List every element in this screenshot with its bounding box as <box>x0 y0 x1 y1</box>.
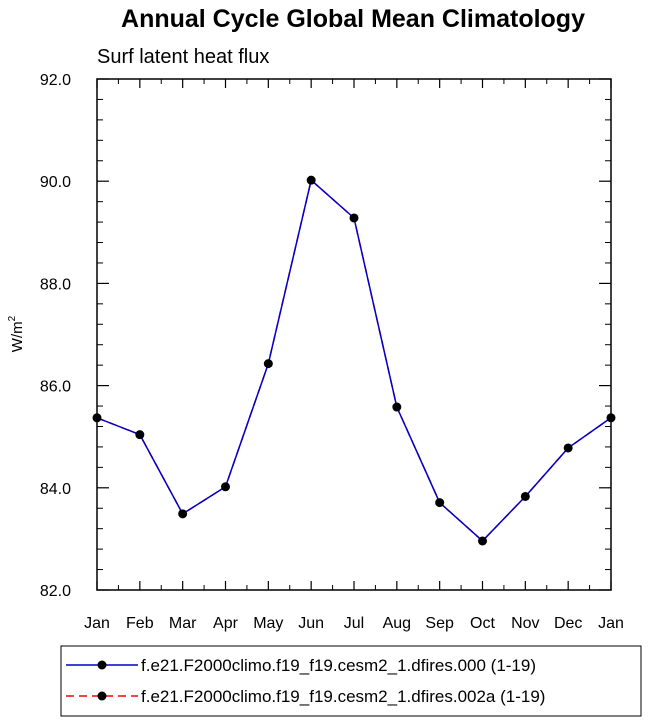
data-point <box>606 413 616 423</box>
axis-ticks <box>96 78 612 591</box>
legend-label: f.e21.F2000climo.f19_f19.cesm2_1.dfires.… <box>141 656 536 675</box>
y-axis-label-text: W/m <box>9 321 26 352</box>
x-tick-label: Jun <box>298 615 324 632</box>
legend-marker <box>97 660 107 670</box>
data-point <box>92 413 102 423</box>
y-axis-label-superscript: 2 <box>7 315 18 321</box>
x-tick-label: Jul <box>344 615 364 632</box>
data-point <box>563 443 573 453</box>
data-point <box>520 491 530 501</box>
y-tick-label: 90.0 <box>40 174 71 191</box>
data-point <box>478 536 487 546</box>
y-tick-label: 88.0 <box>40 276 71 293</box>
x-tick-label: Sep <box>425 615 454 632</box>
legend-box <box>60 645 642 717</box>
data-point <box>221 482 230 492</box>
data-point <box>135 430 145 440</box>
x-tick-label: Aug <box>383 615 411 632</box>
data-point <box>178 509 188 519</box>
series-layer <box>92 175 616 546</box>
y-tick-label: 84.0 <box>40 481 71 498</box>
x-tick-label: Dec <box>554 615 582 632</box>
y-tick-label: 82.0 <box>40 583 71 600</box>
x-tick-label: Nov <box>511 615 539 632</box>
x-tick-label: Jan <box>598 615 624 632</box>
x-tick-label: Jan <box>84 615 110 632</box>
y-tick-label: 86.0 <box>40 379 71 396</box>
data-point <box>263 359 273 369</box>
chart-subtitle: Surf latent heat flux <box>97 46 269 68</box>
legend-marker <box>97 691 107 701</box>
plot-frame <box>96 78 612 591</box>
legend: f.e21.F2000climo.f19_f19.cesm2_1.dfires.… <box>60 645 642 717</box>
data-point <box>306 175 316 185</box>
x-tick-label: Feb <box>126 615 154 632</box>
x-tick-label: Mar <box>169 615 197 632</box>
data-point <box>349 213 359 223</box>
svg-text:W/m2: W/m2 <box>7 315 26 352</box>
data-point <box>392 402 402 412</box>
chart-title: Annual Cycle Global Mean Climatology <box>121 5 585 33</box>
axis-tick-labels: Jan Feb Mar Apr May Jun Jul Aug Sep Oct Nov Dec Jan 8… <box>40 72 624 632</box>
y-axis-label: W/m2 <box>7 315 26 352</box>
data-point <box>435 498 445 508</box>
x-tick-label: Apr <box>213 615 239 632</box>
x-tick-label: May <box>253 615 283 632</box>
y-tick-label: 92.0 <box>40 72 71 89</box>
x-tick-label: Oct <box>470 615 495 632</box>
legend-label: f.e21.F2000climo.f19_f19.cesm2_1.dfires.… <box>141 687 545 706</box>
series-line <box>96 178 612 542</box>
